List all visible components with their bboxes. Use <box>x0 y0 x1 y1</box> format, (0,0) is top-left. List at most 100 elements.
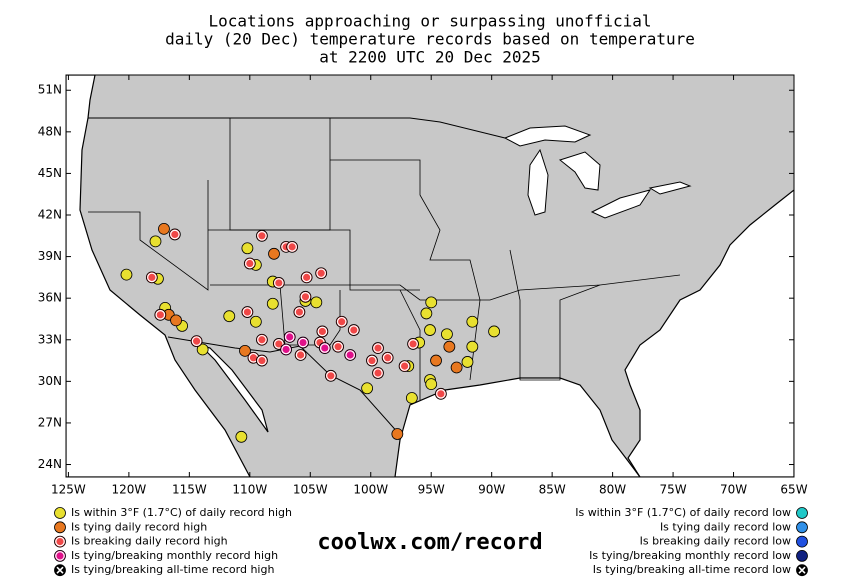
legend-marker-dot <box>796 507 808 519</box>
station-point-ring <box>349 325 359 335</box>
legend-marker-dot <box>796 535 808 548</box>
legend-marker <box>796 564 808 577</box>
station-point <box>434 387 447 400</box>
station-point-ring <box>274 278 284 288</box>
station-point <box>149 235 162 248</box>
y-tick-label: 51N <box>38 83 62 97</box>
station-point <box>381 351 394 364</box>
x-tick-label: 100W <box>353 483 388 497</box>
station-point <box>425 296 438 309</box>
station-point-dot <box>466 340 479 353</box>
station-point-dot <box>241 242 254 255</box>
station-point-dot <box>239 344 251 357</box>
station-point <box>297 336 309 349</box>
station-point <box>424 324 436 336</box>
station-point-ring <box>155 310 166 320</box>
station-point <box>335 315 348 328</box>
station-point-dot <box>249 315 262 328</box>
station-point <box>256 333 268 346</box>
station-point <box>441 328 453 341</box>
legend-marker <box>54 521 66 534</box>
station-point <box>294 349 307 361</box>
station-point <box>256 354 268 367</box>
station-point <box>372 367 384 379</box>
x-tick-label: 95W <box>418 483 445 497</box>
y-tick-label: 30N <box>38 374 62 388</box>
station-point <box>407 338 419 350</box>
station-point <box>405 392 418 404</box>
basemap <box>66 75 794 477</box>
station-point <box>249 315 262 328</box>
station-point-dot <box>425 296 438 309</box>
station-point <box>145 271 158 284</box>
y-tick-label: 27N <box>38 415 62 429</box>
station-point <box>420 307 433 320</box>
y-tick-label: 48N <box>38 124 62 138</box>
station-point-ring <box>333 341 343 352</box>
station-point <box>316 325 329 338</box>
station-point <box>190 335 203 348</box>
y-tick-label: 42N <box>38 208 62 222</box>
legend-marker-cross <box>798 566 806 574</box>
station-point-dot <box>158 222 170 235</box>
station-point-ring <box>408 339 418 349</box>
station-point <box>168 228 181 241</box>
station-point-ring <box>336 316 347 327</box>
station-point-dot <box>266 297 279 310</box>
legend-marker <box>796 535 808 548</box>
x-tick-label: 120W <box>111 483 146 497</box>
station-point <box>466 315 479 328</box>
station-point-dot <box>235 430 248 443</box>
station-point <box>196 343 209 356</box>
station-point-ring <box>316 268 326 279</box>
x-tick-label: 65W <box>780 483 807 497</box>
station-point-ring <box>191 336 202 346</box>
station-point-dot <box>461 356 474 368</box>
station-point-ring <box>436 389 446 399</box>
legend-marker-dot <box>54 507 66 519</box>
title-block: Locations approaching or surpassing unof… <box>165 12 695 67</box>
station-point-ring <box>300 291 311 302</box>
station-point-ring <box>345 350 355 360</box>
legend-marker <box>54 550 66 562</box>
station-point <box>239 344 251 357</box>
station-point-ring <box>245 258 255 269</box>
station-point-dot <box>391 428 404 440</box>
station-point-dot <box>149 235 162 248</box>
station-point <box>366 354 378 367</box>
station-point-ring <box>147 272 157 283</box>
station-point-ring <box>274 339 284 349</box>
station-point <box>223 310 236 323</box>
legend-label: Is tying daily record low <box>660 520 791 533</box>
station-point-dot <box>430 354 442 367</box>
legend-marker-cross <box>56 566 64 574</box>
y-tick-label: 36N <box>38 291 62 305</box>
station-point-ring <box>301 272 312 283</box>
title-line: at 2200 UTC 20 Dec 2025 <box>319 48 541 67</box>
station-point <box>158 222 170 235</box>
station-point <box>318 342 331 354</box>
x-tick-label: 70W <box>720 483 747 497</box>
station-point <box>256 229 268 242</box>
station-point-dot <box>466 315 479 328</box>
legend-marker-dot <box>54 521 66 534</box>
station-point <box>300 271 313 284</box>
station-point-ring <box>257 231 267 241</box>
x-tick-label: 110W <box>232 483 267 497</box>
station-point <box>361 382 374 395</box>
station-point-ring <box>257 355 267 366</box>
station-point <box>272 277 285 289</box>
station-point-dot <box>443 340 456 353</box>
station-point <box>461 356 474 368</box>
legend-label: Is within 3°F (1.7°C) of daily record hi… <box>71 506 292 519</box>
station-point-dot <box>488 325 500 338</box>
station-point <box>315 267 328 280</box>
legend-label: Is breaking daily record high <box>71 535 228 548</box>
station-point-dot <box>196 343 209 356</box>
station-point-ring <box>317 326 328 337</box>
station-point <box>398 360 411 373</box>
station-point-ring <box>284 332 295 342</box>
station-point-ring <box>382 352 393 363</box>
station-point <box>235 430 248 443</box>
